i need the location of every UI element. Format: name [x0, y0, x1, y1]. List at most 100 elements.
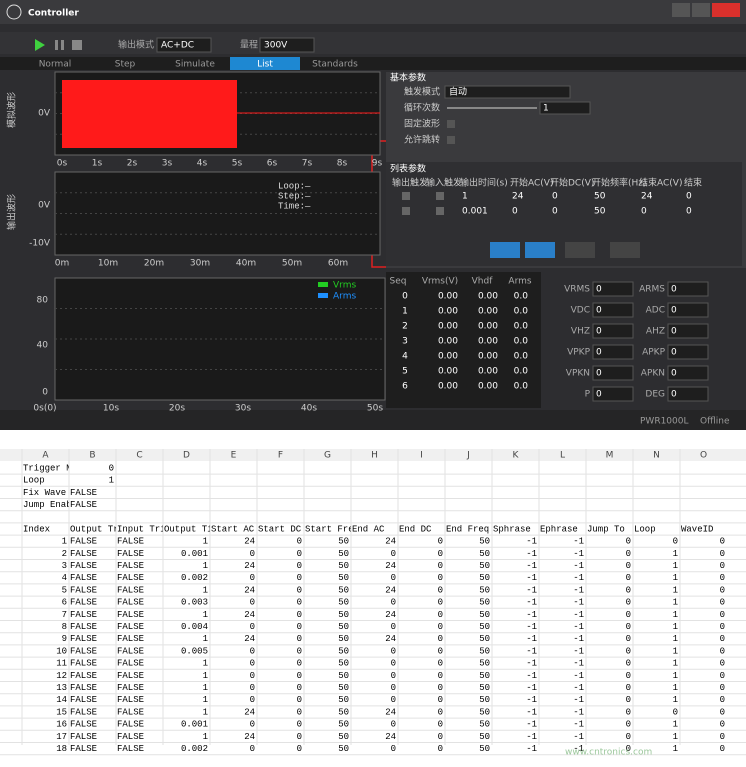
close-button[interactable] — [712, 3, 740, 17]
checkbox[interactable] — [402, 192, 410, 200]
list-button[interactable] — [565, 242, 595, 258]
dropdown[interactable] — [444, 85, 571, 99]
cell: 50 — [479, 671, 490, 681]
meter-value: 0 — [596, 348, 602, 358]
cell: 0 — [297, 610, 302, 620]
cell: 1 — [673, 683, 678, 693]
cell: 3 — [62, 561, 67, 571]
cell: 50 — [479, 707, 490, 717]
cell: 0 — [250, 622, 255, 632]
active-tab — [230, 57, 300, 70]
cell: 0 — [438, 585, 443, 595]
cell: 50 — [338, 634, 349, 644]
cell: 2 — [62, 549, 67, 559]
cell: -1 — [573, 549, 584, 559]
column-header: 输出触发 — [392, 177, 428, 189]
y-tick-label: 40 — [37, 341, 49, 351]
tab[interactable]: Simulate — [175, 60, 215, 70]
cell: -1 — [526, 537, 537, 547]
list-button[interactable] — [610, 242, 640, 258]
cell: FALSE — [117, 707, 144, 717]
cell: 0.005 — [181, 646, 208, 656]
cell: FALSE — [70, 561, 97, 571]
list-button[interactable] — [490, 242, 520, 258]
tab[interactable]: Step — [115, 60, 136, 70]
cell: Jump To — [587, 524, 625, 534]
range-value: 300V — [264, 41, 288, 51]
cell: 1 — [203, 610, 208, 620]
checkbox[interactable] — [436, 207, 444, 215]
cell: 50 — [338, 549, 349, 559]
cell: 0 — [720, 683, 725, 693]
cell: 0 — [673, 537, 678, 547]
cell: 0.00 — [478, 367, 498, 377]
cell: 0 — [297, 720, 302, 730]
title-bar — [0, 0, 746, 24]
pause-button[interactable] — [61, 40, 64, 50]
play-button[interactable] — [35, 39, 45, 51]
mode-label: 输出模式 — [118, 39, 154, 51]
range-select[interactable] — [259, 37, 315, 53]
cell: 1 — [62, 537, 67, 547]
pause-button[interactable] — [55, 40, 58, 50]
cell: FALSE — [117, 695, 144, 705]
column-letter: J — [466, 451, 470, 461]
cell: 0 — [250, 744, 255, 754]
mode-select[interactable] — [156, 37, 212, 53]
cell: FALSE — [70, 585, 97, 595]
column-letter: K — [513, 451, 520, 461]
cell: 50 — [338, 610, 349, 620]
x-tick-label: 9s — [372, 159, 383, 169]
checkbox[interactable] — [447, 120, 455, 128]
tab[interactable]: Standards — [312, 60, 358, 70]
cell: WaveID — [681, 524, 713, 534]
cell: 0 — [297, 634, 302, 644]
cell: 50 — [479, 634, 490, 644]
meter-value: 0 — [671, 285, 677, 295]
cell: 1 — [673, 671, 678, 681]
cell: 0 — [391, 622, 396, 632]
field-value: 自动 — [449, 86, 467, 98]
cell: -1 — [573, 537, 584, 547]
stop-button[interactable] — [72, 40, 82, 50]
cell: 0 — [641, 207, 647, 217]
cell: Jump Enab — [23, 500, 72, 510]
cell: 0 — [626, 707, 631, 717]
cell: 0 — [438, 720, 443, 730]
checkbox[interactable] — [436, 192, 444, 200]
toolbar — [0, 32, 746, 54]
waveform — [62, 80, 237, 148]
cell: -1 — [573, 744, 584, 754]
cell: 0 — [720, 561, 725, 571]
field-label: 触发模式 — [404, 86, 440, 98]
column-letter: F — [278, 451, 283, 461]
cell: 0 — [402, 292, 408, 302]
cell: 0 — [297, 659, 302, 669]
maximize-button[interactable] — [692, 3, 710, 17]
checkbox[interactable] — [447, 136, 455, 144]
minimize-button[interactable] — [672, 3, 690, 17]
cell: 0 — [626, 561, 631, 571]
cell: 50 — [338, 683, 349, 693]
tab[interactable]: Normal — [39, 60, 72, 70]
x-tick-label: 6s — [267, 159, 278, 169]
cell: 1 — [673, 720, 678, 730]
cell: 1 — [673, 622, 678, 632]
column-header: 开始AC(V) — [510, 177, 553, 189]
cell: FALSE — [70, 573, 97, 583]
checkbox[interactable] — [402, 207, 410, 215]
tab[interactable]: List — [257, 60, 273, 70]
cell: 24 — [385, 610, 396, 620]
meter-value: 0 — [671, 306, 677, 316]
meter-box — [592, 323, 634, 339]
column-letter: L — [560, 451, 565, 461]
cell: 50 — [338, 561, 349, 571]
meter-box — [592, 386, 634, 402]
legend-swatch — [318, 293, 328, 298]
cell: 1 — [203, 695, 208, 705]
list-button[interactable] — [525, 242, 555, 258]
cell: 0.00 — [478, 322, 498, 332]
input[interactable] — [539, 101, 591, 115]
cell: Output Tr — [70, 524, 119, 534]
